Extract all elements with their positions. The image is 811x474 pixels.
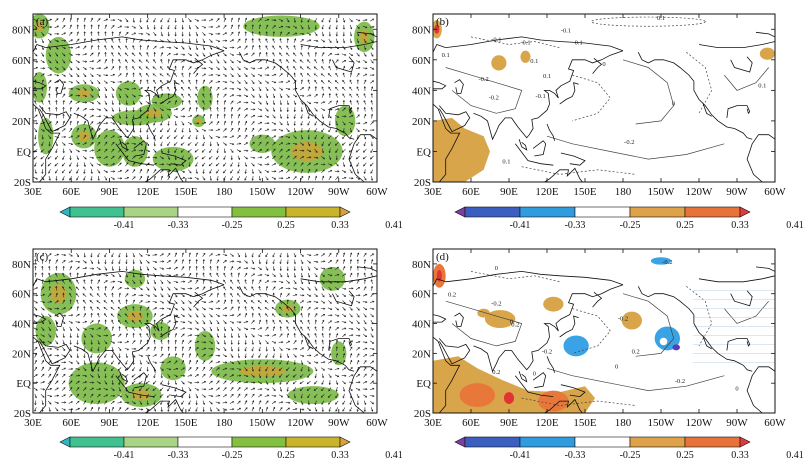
panel-content-b: 0.1-0.10.1-0.1-0.10.1-0.20.10.1-0.20.10-…	[432, 14, 775, 185]
panel-content-c	[33, 249, 377, 416]
x-tick-label: 180	[615, 186, 632, 198]
x-tick-label: 90W	[726, 186, 748, 198]
shaded-olive-12	[78, 131, 89, 142]
x-tick-label: 150E	[174, 186, 198, 198]
shaded-olive-9	[196, 118, 202, 123]
contour-label: 0.1	[442, 52, 450, 59]
shaded-tan-2	[491, 55, 506, 70]
y-tick-label: EQ	[16, 146, 31, 158]
x-tick-label: 60E	[462, 186, 480, 198]
shaded-green-2	[81, 324, 112, 354]
x-tick-label: 60W	[366, 186, 388, 198]
shaded-green-7	[160, 356, 185, 380]
contour-label: -0.1	[561, 27, 571, 34]
contour-label: 0	[672, 101, 675, 108]
shaded-green-1	[36, 316, 56, 346]
shaded-green-13	[38, 118, 53, 155]
shaded-olive-9	[239, 366, 285, 377]
shaded-green-14	[153, 147, 194, 171]
y-tick-label: 20N	[412, 116, 431, 128]
contour-label: 0.1	[543, 73, 551, 80]
x-tick-label: 180	[216, 186, 233, 198]
contour-label: 0.1	[758, 82, 766, 89]
x-tick-label: 30E	[424, 186, 442, 198]
contour-label: -0.2	[479, 76, 489, 83]
shaded-tan-4	[760, 48, 775, 60]
shaded-olive-18	[360, 30, 369, 44]
panel-label: (a)	[36, 16, 49, 28]
x-tick-label: 30E	[24, 186, 42, 198]
x-tick-label: 90E	[101, 186, 119, 198]
y-tick-label: 60N	[12, 55, 31, 67]
y-tick-label: 80N	[12, 259, 31, 271]
y-tick-label: 80N	[12, 24, 31, 36]
panel-label: (b)	[436, 16, 449, 28]
y-tick-label: 60N	[412, 55, 431, 67]
contour-label: 0.1	[502, 159, 510, 166]
y-tick-label: 20N	[12, 116, 31, 128]
y-tick-label: 40N	[412, 85, 431, 97]
shaded-green-14	[320, 267, 345, 291]
shaded-tan-3	[520, 51, 530, 63]
y-tick-label: 40N	[12, 85, 31, 97]
x-tick-label: 60W	[764, 186, 786, 198]
y-tick-label: 40N	[12, 319, 31, 331]
contour-label: 0	[602, 61, 605, 68]
x-tick-label: 150E	[573, 186, 597, 198]
y-tick-label: 60N	[12, 289, 31, 301]
shaded-green-2	[32, 72, 47, 103]
contour-label: -0.1	[520, 40, 530, 47]
shaded-green-16	[335, 106, 355, 137]
x-tick-label: 120W	[686, 186, 714, 198]
panel-content-a	[29, 14, 377, 185]
contour-label: -0.1	[536, 93, 546, 100]
x-tick-label: 120E	[136, 186, 160, 198]
contour-label: 0.1	[530, 58, 538, 65]
x-tick-label: 150W	[249, 186, 277, 198]
x-tick-label: 90W	[328, 186, 350, 198]
shaded-green-4	[150, 322, 170, 340]
x-tick-label: 150W	[648, 186, 676, 198]
panel-b: 0.1-0.10.1-0.1-0.10.1-0.20.10.1-0.20.10-…	[412, 14, 786, 198]
x-tick-label: 60E	[62, 186, 80, 198]
y-tick-label: 80N	[412, 24, 431, 36]
x-tick-label: 120W	[287, 186, 315, 198]
y-tick-label: 20N	[12, 348, 31, 360]
contour-label: -0.2	[489, 95, 499, 102]
x-tick-label: 120E	[535, 186, 559, 198]
x-tick-label: 90E	[500, 186, 518, 198]
y-tick-label: EQ	[416, 146, 431, 158]
contour-label: -0.2	[624, 139, 634, 146]
shaded-olive-3	[127, 311, 143, 322]
panel-label: (c)	[36, 251, 49, 263]
